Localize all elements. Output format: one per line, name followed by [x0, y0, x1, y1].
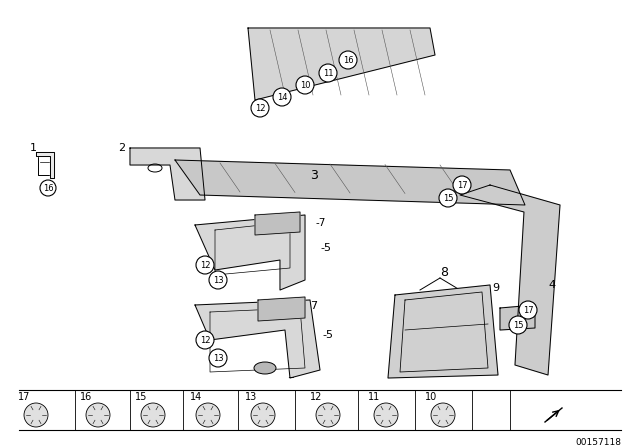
Circle shape [339, 51, 357, 69]
Text: 12: 12 [255, 103, 265, 112]
Text: 16: 16 [43, 184, 53, 193]
Circle shape [319, 64, 337, 82]
Polygon shape [255, 212, 300, 235]
Circle shape [251, 403, 275, 427]
Text: 3: 3 [310, 168, 318, 181]
Text: 13: 13 [212, 353, 223, 362]
Text: 16: 16 [342, 56, 353, 65]
Text: 13: 13 [245, 392, 257, 402]
Polygon shape [195, 300, 320, 378]
Text: 13: 13 [212, 276, 223, 284]
Text: 8: 8 [440, 266, 448, 279]
Polygon shape [248, 28, 435, 100]
Text: 17: 17 [523, 306, 533, 314]
Circle shape [24, 403, 48, 427]
Circle shape [453, 176, 471, 194]
Text: -5: -5 [322, 330, 333, 340]
Text: 11: 11 [323, 69, 333, 78]
Circle shape [439, 189, 457, 207]
Polygon shape [258, 297, 305, 321]
Polygon shape [130, 148, 205, 200]
Text: 15: 15 [135, 392, 147, 402]
Text: 2: 2 [118, 143, 125, 153]
Circle shape [273, 88, 291, 106]
Circle shape [86, 403, 110, 427]
Polygon shape [36, 152, 54, 178]
Text: 14: 14 [190, 392, 202, 402]
Circle shape [296, 76, 314, 94]
Text: 00157118: 00157118 [575, 438, 621, 447]
Text: _: _ [288, 368, 293, 378]
Text: 10: 10 [425, 392, 437, 402]
Circle shape [316, 403, 340, 427]
Polygon shape [500, 305, 535, 330]
Text: 16: 16 [80, 392, 92, 402]
Text: -7: -7 [315, 218, 325, 228]
Text: 1: 1 [30, 143, 37, 153]
Circle shape [374, 403, 398, 427]
Ellipse shape [254, 362, 276, 374]
Circle shape [209, 349, 227, 367]
Polygon shape [175, 160, 525, 205]
Text: 12: 12 [200, 260, 211, 270]
Circle shape [431, 403, 455, 427]
Text: 11: 11 [368, 392, 380, 402]
Circle shape [509, 316, 527, 334]
Circle shape [196, 403, 220, 427]
Text: 17: 17 [457, 181, 467, 190]
Polygon shape [195, 215, 305, 290]
Circle shape [196, 256, 214, 274]
Circle shape [40, 180, 56, 196]
Text: 15: 15 [513, 320, 524, 329]
Circle shape [141, 403, 165, 427]
Text: 4: 4 [548, 280, 555, 290]
Circle shape [209, 271, 227, 289]
Text: 9: 9 [492, 283, 499, 293]
Polygon shape [388, 285, 498, 378]
Text: 15: 15 [443, 194, 453, 202]
Text: 17: 17 [18, 392, 30, 402]
Polygon shape [460, 185, 560, 375]
Text: 12: 12 [200, 336, 211, 345]
Circle shape [251, 99, 269, 117]
Text: 7: 7 [310, 301, 317, 311]
Text: 10: 10 [300, 81, 310, 90]
Circle shape [519, 301, 537, 319]
Text: 14: 14 [276, 92, 287, 102]
Circle shape [196, 331, 214, 349]
Text: 12: 12 [310, 392, 323, 402]
Text: -5: -5 [320, 243, 331, 253]
